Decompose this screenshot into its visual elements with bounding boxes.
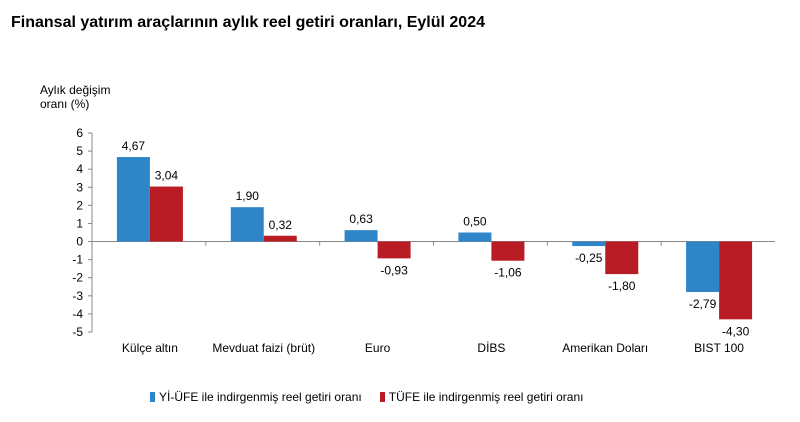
legend-swatch-series-1 xyxy=(150,392,155,402)
bar-series-1 xyxy=(686,241,720,293)
bar-series-2 xyxy=(491,241,525,261)
data-label: 4,67 xyxy=(122,139,146,153)
y-tick-label: -5 xyxy=(72,325,83,339)
x-category-label: Külçe altın xyxy=(122,341,178,355)
data-label: -0,25 xyxy=(575,251,603,265)
legend-item-series-2: TÜFE ile indirgenmiş reel getiri oranı xyxy=(379,390,584,404)
data-label: 0,50 xyxy=(463,215,487,229)
y-tick-label: 5 xyxy=(76,144,83,158)
bar-series-2 xyxy=(377,241,411,259)
y-axis-label-line2: oranı (%) xyxy=(40,97,90,111)
y-axis-label-line1: Aylık değişim xyxy=(40,83,111,97)
bar-series-1 xyxy=(230,207,264,242)
y-tick-label: -1 xyxy=(72,253,83,267)
x-category-label: Amerikan Doları xyxy=(562,341,648,355)
data-label: 0,32 xyxy=(269,218,293,232)
y-tick-label: 0 xyxy=(76,235,83,249)
legend-swatch-series-2 xyxy=(379,392,385,402)
legend: Yİ-ÜFE ile indirgenmiş reel getiri oranı… xyxy=(150,390,584,404)
data-label: -2,79 xyxy=(689,297,717,311)
data-label: 0,63 xyxy=(349,212,373,226)
bar-series-1 xyxy=(344,230,378,242)
chart-title: Finansal yatırım araçlarının aylık reel … xyxy=(11,14,485,31)
y-tick-label: 3 xyxy=(76,180,83,194)
bar-series-1 xyxy=(116,157,150,242)
y-tick-label: -3 xyxy=(72,289,83,303)
data-label: -1,80 xyxy=(608,279,636,293)
y-tick-label: -4 xyxy=(72,307,83,321)
bar-series-1 xyxy=(458,232,492,242)
y-tick-label: 1 xyxy=(76,216,83,230)
x-category-label: Mevduat faizi (brüt) xyxy=(212,341,315,355)
data-label: -1,06 xyxy=(494,266,522,280)
bar-series-2 xyxy=(719,241,753,320)
data-label: -4,30 xyxy=(722,324,750,338)
legend-label-series-2: TÜFE ile indirgenmiş reel getiri oranı xyxy=(388,390,584,404)
data-label: 1,90 xyxy=(236,189,260,203)
bar-series-2 xyxy=(605,241,639,275)
data-label: 3,04 xyxy=(155,169,179,183)
y-axis-label: Aylık değişim oranı (%) xyxy=(40,83,140,111)
y-tick-label: 2 xyxy=(76,198,83,212)
x-category-label: Euro xyxy=(365,341,391,355)
y-tick-label: -2 xyxy=(72,271,83,285)
x-category-label: DİBS xyxy=(477,341,505,355)
bar-series-2 xyxy=(263,235,297,242)
bar-series-2 xyxy=(149,186,183,242)
legend-label-series-1: Yİ-ÜFE ile indirgenmiş reel getiri oranı xyxy=(159,390,362,404)
y-tick-label: 4 xyxy=(76,162,83,176)
legend-item-series-1: Yİ-ÜFE ile indirgenmiş reel getiri oranı xyxy=(150,390,362,404)
y-tick-label: 6 xyxy=(76,126,83,140)
bar-series-1 xyxy=(572,241,606,247)
x-category-label: BIST 100 xyxy=(694,341,744,355)
data-label: -0,93 xyxy=(380,263,408,277)
